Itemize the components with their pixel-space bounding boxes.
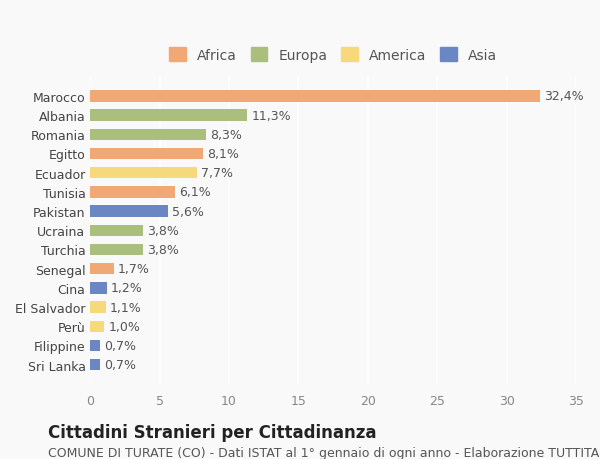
Bar bbox=[91, 225, 143, 236]
Text: 1,7%: 1,7% bbox=[118, 263, 150, 275]
Bar bbox=[91, 148, 203, 160]
Bar bbox=[91, 302, 106, 313]
Text: 6,1%: 6,1% bbox=[179, 186, 211, 199]
Bar bbox=[91, 168, 197, 179]
Bar bbox=[91, 129, 206, 141]
Bar bbox=[91, 244, 143, 256]
Text: 11,3%: 11,3% bbox=[251, 109, 291, 122]
Bar bbox=[91, 91, 540, 102]
Text: 1,2%: 1,2% bbox=[111, 282, 143, 295]
Bar bbox=[91, 321, 104, 332]
Bar bbox=[91, 359, 100, 371]
Text: 32,4%: 32,4% bbox=[544, 90, 584, 103]
Text: 8,1%: 8,1% bbox=[207, 148, 239, 161]
Bar bbox=[91, 206, 168, 218]
Text: COMUNE DI TURATE (CO) - Dati ISTAT al 1° gennaio di ogni anno - Elaborazione TUT: COMUNE DI TURATE (CO) - Dati ISTAT al 1°… bbox=[48, 446, 600, 459]
Text: Cittadini Stranieri per Cittadinanza: Cittadini Stranieri per Cittadinanza bbox=[48, 423, 377, 441]
Text: 3,8%: 3,8% bbox=[147, 224, 179, 237]
Text: 0,7%: 0,7% bbox=[104, 358, 136, 371]
Text: 8,3%: 8,3% bbox=[209, 129, 242, 141]
Bar bbox=[91, 187, 175, 198]
Text: 3,8%: 3,8% bbox=[147, 243, 179, 257]
Legend: Africa, Europa, America, Asia: Africa, Europa, America, Asia bbox=[165, 44, 502, 67]
Bar bbox=[91, 263, 114, 275]
Bar bbox=[91, 283, 107, 294]
Bar bbox=[91, 110, 247, 122]
Bar bbox=[91, 340, 100, 352]
Text: 1,1%: 1,1% bbox=[110, 301, 142, 314]
Text: 0,7%: 0,7% bbox=[104, 339, 136, 352]
Text: 1,0%: 1,0% bbox=[109, 320, 140, 333]
Text: 5,6%: 5,6% bbox=[172, 205, 204, 218]
Text: 7,7%: 7,7% bbox=[202, 167, 233, 180]
